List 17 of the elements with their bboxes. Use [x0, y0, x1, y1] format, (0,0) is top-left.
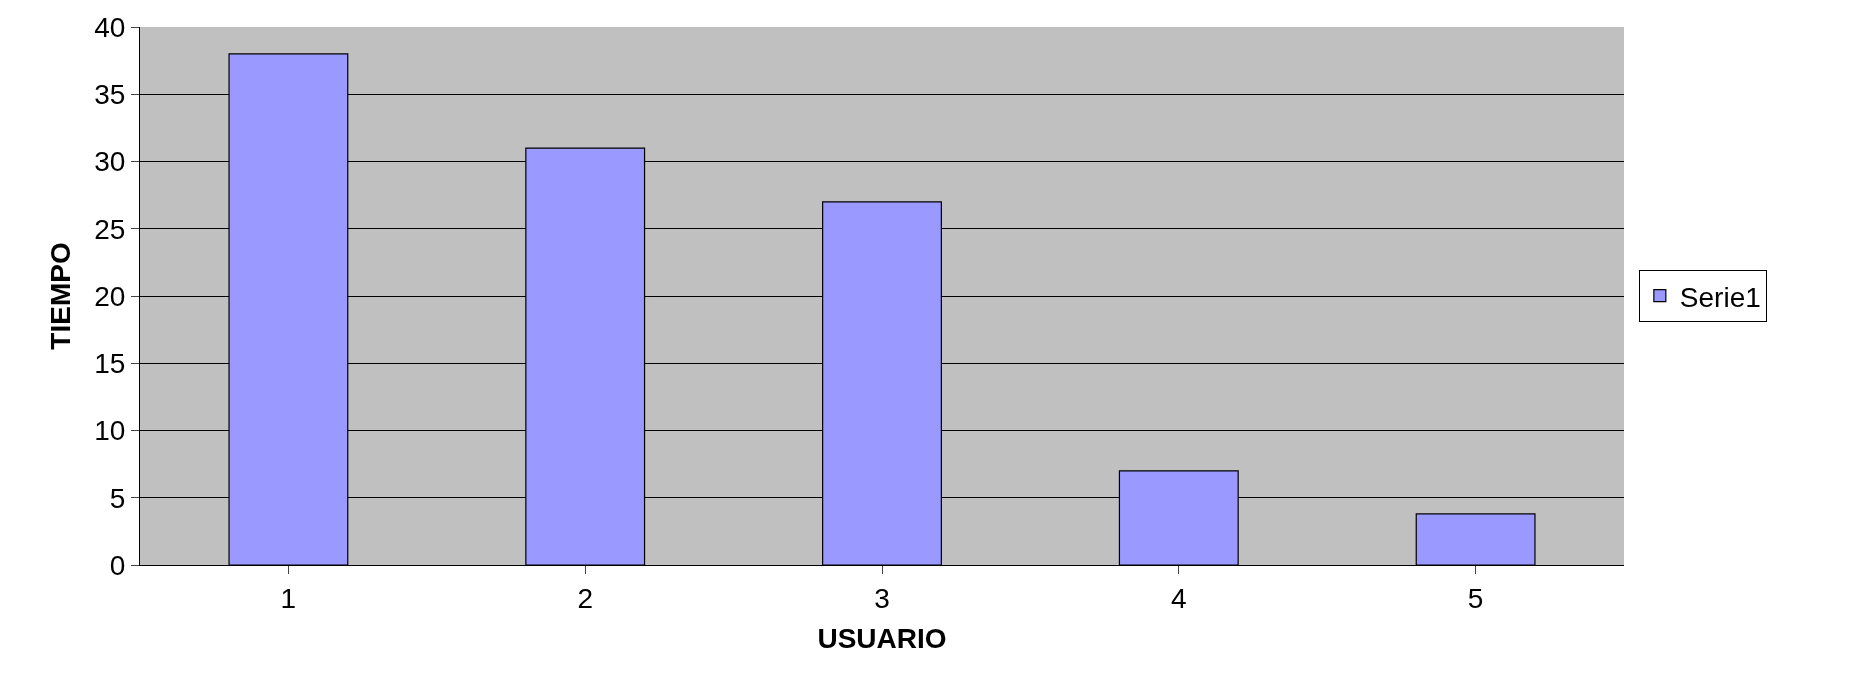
y-axis-title: TIEMPO — [44, 242, 76, 350]
x-tick-label: 2 — [577, 582, 593, 614]
y-tick-label: 0 — [109, 549, 126, 581]
x-tick-label: 3 — [874, 582, 890, 614]
legend-label: Serie1 — [1679, 281, 1761, 313]
y-tick-label: 10 — [94, 415, 126, 447]
y-tick-label: 40 — [94, 11, 126, 43]
x-axis-title: USUARIO — [817, 622, 947, 654]
y-tick-label: 5 — [109, 482, 126, 514]
y-tick-label: 15 — [94, 348, 126, 380]
y-tick-label: 30 — [94, 146, 126, 178]
y-tick-label: 35 — [94, 79, 126, 111]
x-tick-label: 5 — [1467, 582, 1484, 614]
y-tick-label: 20 — [94, 280, 126, 312]
x-tick-label: 4 — [1171, 582, 1187, 614]
x-tick-label: 1 — [280, 582, 297, 614]
y-tick-label: 25 — [94, 213, 126, 245]
